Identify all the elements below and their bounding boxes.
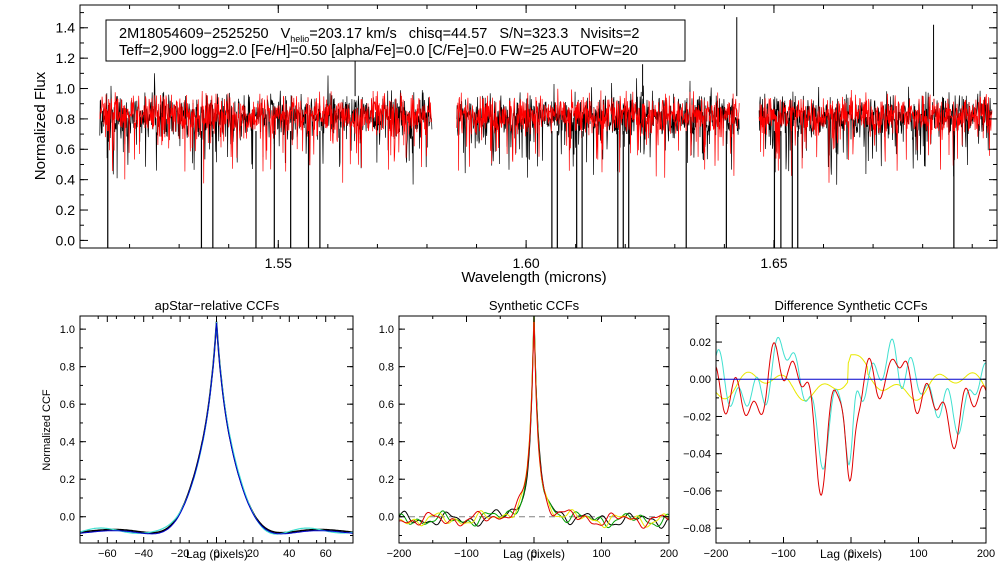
synthetic-ccf-xtick-label: 100: [592, 548, 610, 560]
apstar-ccf-xtick-label: 40: [283, 548, 295, 560]
synthetic-ccf-xtick-label: −200: [387, 548, 412, 560]
synthetic-ccf-xtick-label: 200: [660, 548, 678, 560]
spectrum-lines: [99, 17, 993, 248]
synthetic-ccf-lines: [399, 316, 669, 529]
synthetic-ccf-ytick-label: 0.0: [379, 512, 394, 524]
apstar-ccf-xtick-label: −20: [171, 548, 190, 560]
spectrum-ytick-label: 0.6: [56, 141, 76, 157]
info-line-1: 2M18054609−2525250 Vhelio=203.17 km/s chis…: [119, 26, 640, 44]
apstar-ccf-ticks: −60 −40 −20 0 20 40 60 0.0 0.2 0.4 0.6 0.8 1.0: [60, 316, 354, 560]
apstar-ccf-xlabel: Lag (pixels): [186, 547, 248, 561]
difference-ccf-xtick-label: −200: [704, 548, 729, 560]
synthetic-ccf-axes-frame: [398, 315, 670, 544]
difference-ccf-lines: [716, 336, 986, 496]
synthetic-ccf-series-visit-4: [399, 316, 669, 529]
difference-ccf-xtick-label: 200: [977, 548, 995, 560]
difference-ccf-xtick-label: 0: [848, 548, 854, 560]
synthetic-ccf-xlabel: Lag (pixels): [503, 547, 565, 561]
apstar-ccf-ytick-label: 1.0: [60, 324, 75, 336]
apstar-ccf-xtick-label: 60: [320, 548, 332, 560]
spectrum-ytick-label: 1.2: [56, 50, 76, 66]
difference-ccf-xlabel: Lag (pixels): [820, 547, 882, 561]
apstar-ccf-series-visit-2: [80, 321, 353, 535]
difference-ccf-ytick-label: 0.00: [690, 374, 711, 386]
spectrum-panel: 1.55 1.60 1.65 0.0 0.2 0.4 0.6 0.8 1.0 1.2 1.4 2M1…: [32, 4, 998, 286]
apstar-ccf-series-visit-1: [80, 321, 353, 534]
difference-ccf-title: Difference Synthetic CCFs: [775, 298, 928, 313]
spectrum-ytick-label: 0.0: [56, 232, 76, 248]
info-line-2: Teff=2,900 logg=2.0 [Fe/H]=0.50 [alpha/F…: [119, 43, 638, 59]
difference-ccf-ytick-label: 0.02: [690, 337, 711, 349]
apstar-ccf-ytick-label: 0.2: [60, 474, 75, 486]
info-v-symbol: V: [281, 26, 291, 42]
difference-ccf-ytick-label: −0.04: [683, 449, 711, 461]
spectrum-ytick-label: 0.8: [56, 111, 76, 127]
synthetic-ccf-series-visit-2: [399, 316, 669, 529]
spectrum-xlabel: Wavelength (microns): [461, 269, 606, 286]
synthetic-ccf-series-visit-3: [399, 316, 669, 529]
synthetic-ccf-ytick-label: 0.2: [379, 474, 394, 486]
info-v-subscript: helio: [290, 34, 309, 44]
spectrum-xtick-label: 1.65: [760, 255, 787, 271]
apstar-ccf-lines: [80, 321, 353, 535]
apstar-ccf-panel: apStar−relative CCFs −60 −40 −20 0 20 40 60 0.0…: [41, 298, 354, 561]
difference-ccf-ytick-label: −0.08: [683, 523, 711, 535]
difference-ccf-series-diff-red: [716, 342, 986, 496]
synthetic-ccf-xtick-label: 0: [531, 548, 537, 560]
difference-ccf-series-diff-cyan: [716, 336, 986, 470]
synthetic-ccf-series-visit-1: [399, 316, 669, 529]
synthetic-ccf-ytick-label: 0.4: [379, 437, 394, 449]
apstar-ccf-ylabel: Normalized CCF: [41, 389, 53, 471]
spectrum-series-model: [99, 88, 993, 184]
spectrum-ytick-label: 0.2: [56, 202, 76, 218]
difference-ccf-xtick-label: 100: [909, 548, 927, 560]
difference-ccf-ticks: −200 −100 0 100 200 −0.08 −0.06 −0.04 −0.02 0.00 0…: [683, 316, 995, 560]
apstar-ccf-title: apStar−relative CCFs: [155, 298, 280, 313]
info-sn: S/N=323.3: [499, 26, 568, 42]
difference-ccf-ytick-label: −0.06: [683, 486, 711, 498]
difference-ccf-series-diff-yellow: [716, 354, 986, 402]
spectrum-xtick-label: 1.60: [512, 255, 539, 271]
synthetic-ccf-ytick-label: 0.8: [379, 362, 394, 374]
spectrum-axes-frame: [79, 4, 998, 249]
apstar-ccf-series-combined: [80, 322, 353, 535]
apstar-ccf-ytick-label: 0.8: [60, 362, 75, 374]
spectrum-ytick-label: 1.0: [56, 80, 76, 96]
apstar-ccf-ytick-label: 0.0: [60, 512, 75, 524]
apstar-ccf-axes-frame: [79, 315, 354, 544]
apstar-ccf-xtick-label: 20: [247, 548, 259, 560]
info-star-id: 2M18054609−2525250: [119, 26, 269, 42]
apstar-ccf-ytick-label: 0.6: [60, 399, 75, 411]
synthetic-ccf-ticks: −200 −100 0 100 200 0.0 0.2 0.4 0.6 0.8 1.0: [379, 316, 678, 560]
apstar-ccf-xtick-label: 0: [213, 548, 219, 560]
apstar-ccf-xtick-label: −40: [134, 548, 153, 560]
info-nvisits: Nvisits=2: [580, 26, 639, 42]
synthetic-ccf-ytick-label: 1.0: [379, 324, 394, 336]
apstar-ccf-xtick-label: −60: [98, 548, 117, 560]
spectrum-xtick-label: 1.55: [265, 255, 292, 271]
info-v-value: =203.17 km/s: [309, 26, 396, 42]
apstar-ccf-ytick-label: 0.4: [60, 437, 75, 449]
info-box: [105, 19, 686, 62]
difference-ccf-ytick-label: −0.02: [683, 411, 711, 423]
synthetic-ccf-title: Synthetic CCFs: [489, 298, 580, 313]
difference-ccf-panel: Difference Synthetic CCFs −200 −100 0 100 20…: [683, 298, 995, 561]
info-chisq: chisq=44.57: [409, 26, 488, 42]
spectrum-ylabel: Normalized Flux: [32, 71, 49, 180]
spectrum-ytick-label: 0.4: [56, 172, 76, 188]
difference-ccf-axes-frame: [715, 315, 987, 544]
spectrum-ticks: 1.55 1.60 1.65 0.0 0.2 0.4 0.6 0.8 1.0 1.2 1.4: [56, 5, 997, 271]
difference-ccf-xtick-label: −100: [771, 548, 796, 560]
spectrum-ytick-label: 1.4: [56, 20, 76, 36]
synthetic-ccf-xtick-label: −100: [454, 548, 479, 560]
synthetic-ccf-ytick-label: 0.6: [379, 399, 394, 411]
synthetic-ccf-panel: Synthetic CCFs −200 −100 0 100 200 0.0 0.2 0.4 0…: [379, 298, 678, 561]
